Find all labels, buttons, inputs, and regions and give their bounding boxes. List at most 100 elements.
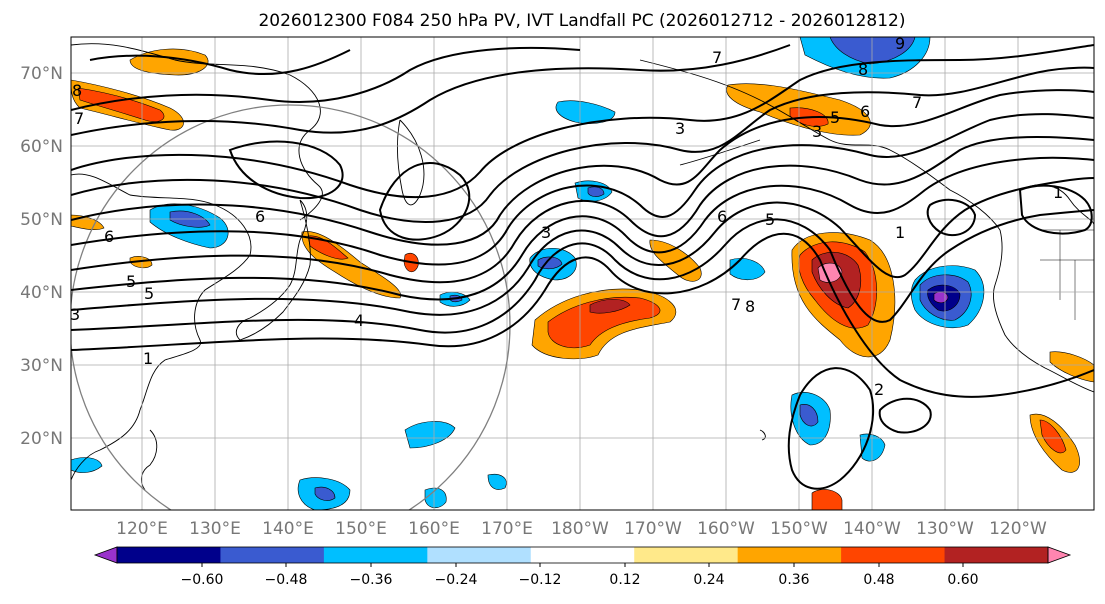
kamchatka-coastline (396, 119, 425, 206)
colorbar-segment (220, 547, 325, 563)
negative-anomaly-patch (933, 291, 949, 304)
lat-label: 50°N (20, 210, 63, 230)
contour-label: 6 (860, 102, 870, 121)
lon-label: 140°E (262, 519, 314, 539)
lon-label: 140°W (843, 519, 901, 539)
lon-label: 130°W (916, 519, 974, 539)
range-circle (71, 104, 511, 510)
lon-label: 160°W (697, 519, 755, 539)
colorbar-ticks (201, 563, 964, 567)
contour-label: 1 (1053, 183, 1063, 202)
negative-anomaly-patch (729, 258, 766, 281)
contour-label: 3 (675, 119, 685, 138)
negative-anomaly-patch (71, 457, 103, 473)
pv-contour (71, 66, 1094, 223)
positive-anomaly-patch (547, 296, 661, 349)
pv-contour (228, 140, 344, 200)
colorbar-segment (737, 547, 842, 563)
colorbar-tick-label: −0.24 (435, 572, 478, 588)
pv-contours (71, 44, 1094, 490)
positive-anomaly-patch (589, 299, 631, 314)
negative-anomaly-patch (404, 421, 456, 449)
lat-labels: 70°N 60°N 50°N 40°N 30°N 20°N (20, 64, 63, 449)
positive-anomaly-patch (307, 235, 349, 260)
pv-contour (71, 136, 1094, 284)
contour-label: 8 (72, 81, 82, 100)
pv-contour (71, 177, 1094, 316)
contour-labels: 8 7 9 8 7 6 5 3 3 7 6 6 5 5 3 3 6 5 1 1 (70, 34, 1063, 399)
figure-title: 2026012300 F084 250 hPa PV, IVT Landfall… (258, 11, 905, 31)
contour-label: 7 (912, 93, 922, 112)
contour-label: 2 (874, 380, 884, 399)
colorbar-tick-label: 0.36 (778, 572, 809, 588)
map-panel: 8 7 9 8 7 6 5 3 3 7 6 6 5 5 3 3 6 5 1 1 (70, 34, 1095, 511)
colorbar-segment (530, 547, 635, 563)
colorbar-tick-label: −0.60 (181, 572, 224, 588)
pv-contour (1018, 184, 1093, 235)
island-coastline (759, 429, 766, 441)
pv-contour (71, 89, 1094, 246)
map-frame (70, 36, 1095, 511)
lon-label: 170°E (481, 519, 533, 539)
ivt-shading (71, 37, 1094, 510)
lon-label: 150°W (770, 519, 828, 539)
pv-contour (71, 156, 1094, 301)
contour-label: 8 (745, 297, 755, 316)
lon-label: 120°E (116, 519, 168, 539)
asia-coastline (71, 173, 252, 481)
lon-label: 180°W (551, 519, 609, 539)
colorbar-extend-min (93, 546, 118, 564)
alaska-coastline (639, 59, 1001, 231)
contour-label: 3 (70, 305, 80, 324)
contour-label: 6 (104, 227, 114, 246)
colorbar-segment (323, 547, 428, 563)
colorbar-segments (93, 546, 1072, 564)
colorbar-tick-labels: −0.60 −0.48 −0.36 −0.24 −0.12 0.12 0.24 … (181, 572, 979, 588)
colorbar-segment (634, 547, 739, 563)
pv-contour (71, 46, 581, 111)
negative-anomaly-patch (799, 404, 819, 427)
positive-anomaly-patch (77, 87, 165, 122)
pv-contour (378, 161, 471, 241)
contour-label: 3 (541, 223, 551, 242)
colorbar-outline (116, 546, 1049, 564)
pv-contour (71, 113, 1094, 266)
lon-label: 150°E (335, 519, 387, 539)
colorbar: −0.60 −0.48 −0.36 −0.24 −0.12 0.12 0.24 … (93, 546, 1072, 588)
pv-contour (89, 49, 351, 76)
colorbar-segment (944, 547, 1049, 563)
colorbar-tick-label: 0.60 (947, 572, 978, 588)
lon-label: 130°E (189, 519, 241, 539)
pv-contour (71, 44, 791, 136)
colorbar-tick-label: −0.36 (350, 572, 393, 588)
contour-label: 1 (143, 349, 153, 368)
colorbar-tick-label: −0.12 (519, 572, 562, 588)
colorbar-tick-label: 0.24 (693, 572, 724, 588)
contour-label: 7 (731, 295, 741, 314)
pv-contour (71, 44, 1094, 199)
contour-label: 6 (717, 207, 727, 226)
contour-label: 4 (354, 311, 364, 330)
contour-label: 5 (830, 108, 840, 127)
negative-anomaly-patch (424, 487, 447, 509)
colorbar-extend-max (1047, 546, 1072, 564)
pv-contour (71, 209, 1094, 334)
asia-coastline (71, 43, 323, 221)
positive-anomaly-patch (129, 256, 153, 269)
lat-label: 30°N (20, 356, 63, 376)
contour-label: 9 (895, 34, 905, 53)
colorbar-tick-label: −0.48 (265, 572, 308, 588)
colorbar-segment (841, 547, 946, 563)
japan-coastline (236, 199, 311, 341)
colorbar-segment (117, 547, 221, 563)
positive-anomaly-patch (649, 239, 702, 282)
lon-label: 170°W (624, 519, 682, 539)
pv-contour (787, 367, 875, 490)
pv-contour (878, 397, 932, 434)
state-borders (1040, 229, 1094, 320)
na-west-coastline (993, 229, 1094, 393)
lon-label: 120°W (989, 519, 1047, 539)
lon-labels: 120°E 130°E 140°E 150°E 160°E 170°E 180°… (116, 519, 1047, 539)
pv-contour (926, 198, 977, 237)
